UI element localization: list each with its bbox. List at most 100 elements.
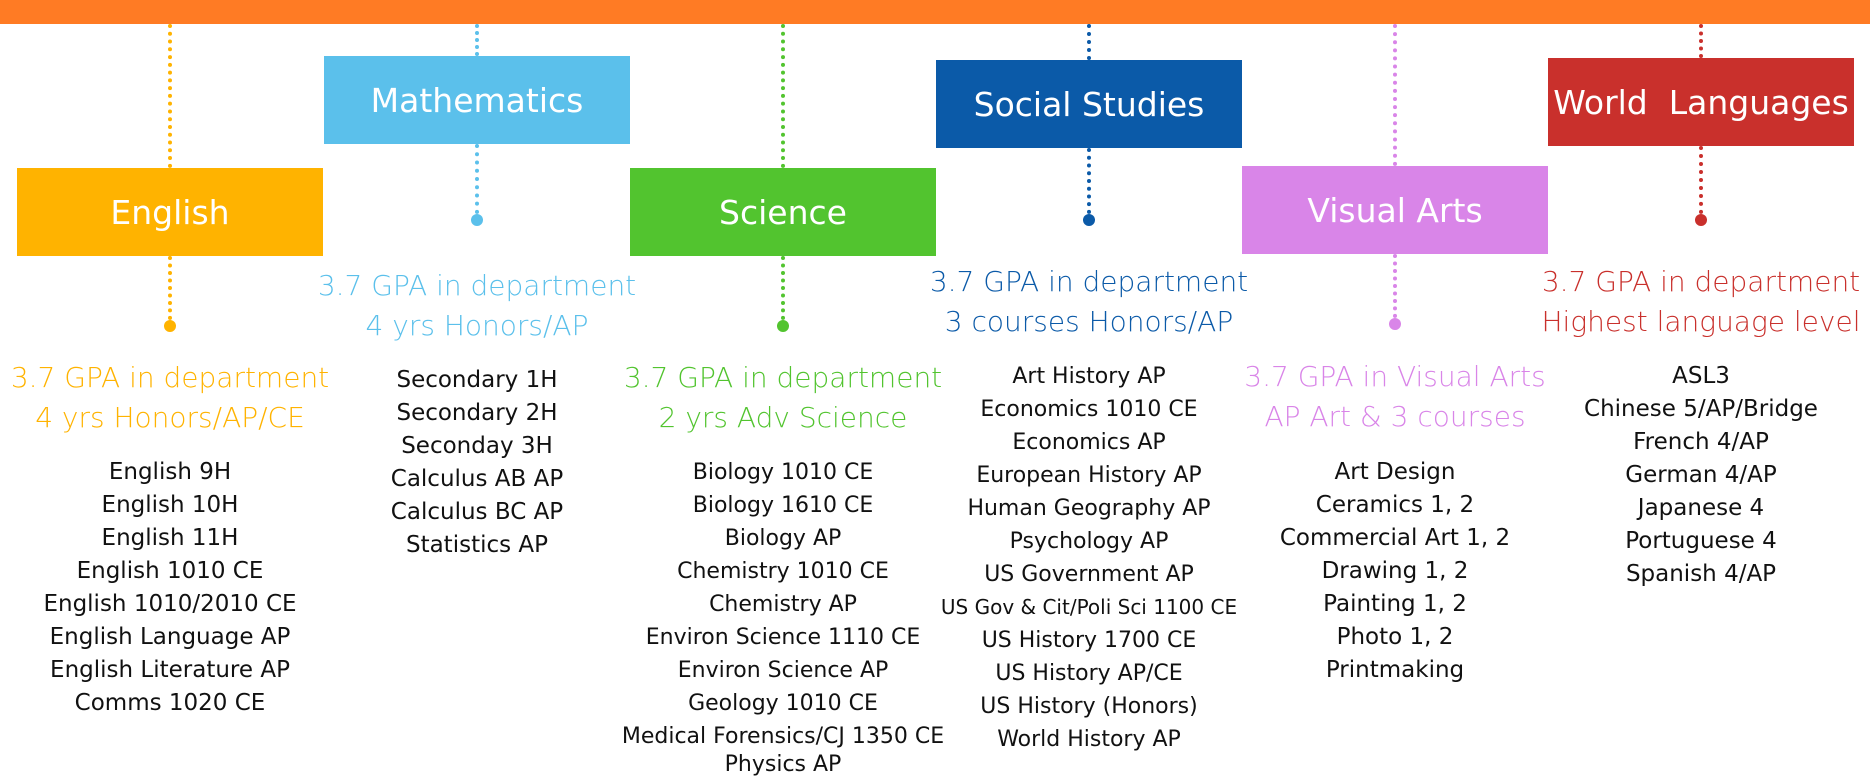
department-column-science: Science 3.7 GPA in department 2 yrs Adv …	[622, 0, 944, 777]
connector-dot	[1389, 318, 1401, 330]
course-item: Geology 1010 CE	[688, 691, 878, 716]
course-list: Secondary 1H Secondary 2H Seconday 3H Ca…	[299, 364, 655, 562]
course-item: English 1010 CE	[76, 558, 264, 584]
department-column-visual-arts: Visual Arts 3.7 GPA in Visual Arts AP Ar…	[1242, 0, 1548, 770]
department-header-mathematics: Mathematics	[324, 56, 630, 144]
course-list: Art Design Ceramics 1, 2 Commercial Art …	[1217, 456, 1573, 687]
course-list: Art History AP Economics 1010 CE Economi…	[906, 360, 1272, 756]
connector-line-top	[1699, 24, 1703, 58]
course-item: English 11H	[101, 525, 239, 551]
department-header-science: Science	[630, 168, 936, 256]
course-item: English 1010/2010 CE	[43, 591, 297, 617]
requirement-gpa: 3.7 GPA in department	[317, 269, 637, 302]
course-item: Commercial Art 1, 2	[1279, 525, 1511, 551]
course-item: Environ Science AP	[677, 658, 889, 683]
course-item: German 4/AP	[1625, 462, 1777, 488]
course-item: US Government AP	[984, 562, 1194, 587]
requirement-gpa: 3.7 GPA in department	[929, 265, 1249, 298]
course-item: European History AP	[976, 463, 1202, 488]
department-header-visual-arts: Visual Arts	[1242, 166, 1548, 254]
connector-line-bottom	[168, 256, 172, 320]
department-column-english: English 3.7 GPA in department 4 yrs Hono…	[11, 0, 329, 770]
course-item: Painting 1, 2	[1323, 591, 1467, 617]
connector-line-bottom	[1699, 146, 1703, 214]
course-item: Portuguese 4	[1625, 528, 1777, 554]
requirement-gpa: 3.7 GPA in department	[10, 361, 330, 394]
connector-line-top	[1087, 24, 1091, 60]
requirement-courses: 4 yrs Honors/AP/CE	[35, 401, 305, 434]
course-item: Art History AP	[1012, 364, 1166, 389]
course-list: ASL3 Chinese 5/AP/Bridge French 4/AP Ger…	[1523, 360, 1870, 591]
requirement-gpa: 3.7 GPA in department	[1541, 265, 1861, 298]
course-list: Biology 1010 CE Biology 1610 CE Biology …	[605, 456, 961, 777]
requirement-gpa: 3.7 GPA in Visual Arts	[1244, 360, 1546, 393]
requirement-text: 3.7 GPA in department 3 courses Honors/A…	[916, 262, 1262, 342]
course-item: Secondary 2H	[396, 400, 558, 426]
course-item: Drawing 1, 2	[1321, 558, 1469, 584]
course-item: Calculus BC AP	[390, 499, 564, 525]
course-item: Chemistry 1010 CE	[677, 559, 889, 584]
course-item: Chinese 5/AP/Bridge	[1584, 396, 1818, 422]
department-column-mathematics: Mathematics 3.7 GPA in department 4 yrs …	[318, 0, 636, 770]
connector-line-top	[168, 24, 172, 168]
requirement-gpa: 3.7 GPA in department	[623, 361, 943, 394]
course-item: Environ Science 1110 CE	[645, 625, 921, 650]
course-item: English 9H	[108, 459, 232, 485]
course-item: US History 1700 CE	[981, 628, 1197, 653]
course-item: US History AP/CE	[995, 661, 1183, 686]
course-item: Biology AP	[724, 526, 842, 551]
course-item: Japanese 4	[1637, 495, 1765, 521]
requirement-text: 3.7 GPA in department 4 yrs Honors/AP	[304, 266, 650, 346]
department-column-world-languages: World Languages 3.7 GPA in department Hi…	[1542, 0, 1860, 770]
course-item: Printmaking	[1325, 657, 1465, 683]
course-item: World History AP	[997, 727, 1181, 752]
course-item: Psychology AP	[1009, 529, 1169, 554]
course-item: Medical Forensics/CJ 1350 CE	[621, 724, 945, 749]
connector-line-top	[781, 24, 785, 168]
course-item: Ceramics 1, 2	[1315, 492, 1475, 518]
course-item: English 10H	[101, 492, 239, 518]
course-item: Seconday 3H	[401, 433, 553, 459]
course-item: French 4/AP	[1633, 429, 1769, 455]
course-item: Economics AP	[1012, 430, 1166, 455]
requirement-courses: 4 yrs Honors/AP	[365, 309, 589, 342]
course-item: Comms 1020 CE	[74, 690, 266, 716]
requirement-text: 3.7 GPA in department Highest language l…	[1528, 262, 1870, 342]
connector-dot	[1695, 214, 1707, 226]
requirement-text: 3.7 GPA in department 2 yrs Adv Science	[610, 358, 956, 438]
course-item: US Gov & Cit/Poli Sci 1100 CE	[940, 595, 1238, 619]
department-header-social-studies: Social Studies	[936, 60, 1242, 148]
course-item: English Literature AP	[50, 657, 290, 683]
requirement-courses: Highest language level	[1541, 305, 1861, 338]
course-item: Human Geography AP	[967, 496, 1211, 521]
connector-line-top	[475, 24, 479, 56]
course-list: English 9H English 10H English 11H Engli…	[0, 456, 348, 720]
course-item: Physics AP	[724, 753, 842, 777]
requirement-text: 3.7 GPA in department 4 yrs Honors/AP/CE	[0, 358, 343, 438]
top-accent-bar	[0, 0, 1870, 24]
department-header-world-languages: World Languages	[1548, 58, 1854, 146]
course-item: ASL3	[1672, 363, 1730, 389]
connector-dot	[471, 214, 483, 226]
requirement-text: 3.7 GPA in Visual Arts AP Art & 3 course…	[1222, 357, 1568, 437]
course-item: US History (Honors)	[980, 694, 1198, 719]
connector-dot	[777, 320, 789, 332]
requirement-courses: AP Art & 3 courses	[1264, 400, 1526, 433]
connector-line-top	[1393, 24, 1397, 166]
course-item: English Language AP	[49, 624, 291, 650]
connector-line-bottom	[1393, 254, 1397, 318]
course-item: Biology 1010 CE	[692, 460, 874, 485]
course-item: Biology 1610 CE	[692, 493, 874, 518]
course-item: Calculus AB AP	[390, 466, 564, 492]
course-item: Chemistry AP	[709, 592, 857, 617]
course-item: Statistics AP	[405, 532, 549, 558]
connector-line-bottom	[781, 256, 785, 320]
course-item: Photo 1, 2	[1336, 624, 1454, 650]
course-item: Secondary 1H	[396, 367, 558, 393]
course-item: Spanish 4/AP	[1625, 561, 1777, 587]
requirement-courses: 2 yrs Adv Science	[658, 401, 908, 434]
course-item: Art Design	[1334, 459, 1456, 485]
connector-line-bottom	[475, 144, 479, 214]
department-column-social-studies: Social Studies 3.7 GPA in department 3 c…	[930, 0, 1248, 770]
connector-dot	[164, 320, 176, 332]
